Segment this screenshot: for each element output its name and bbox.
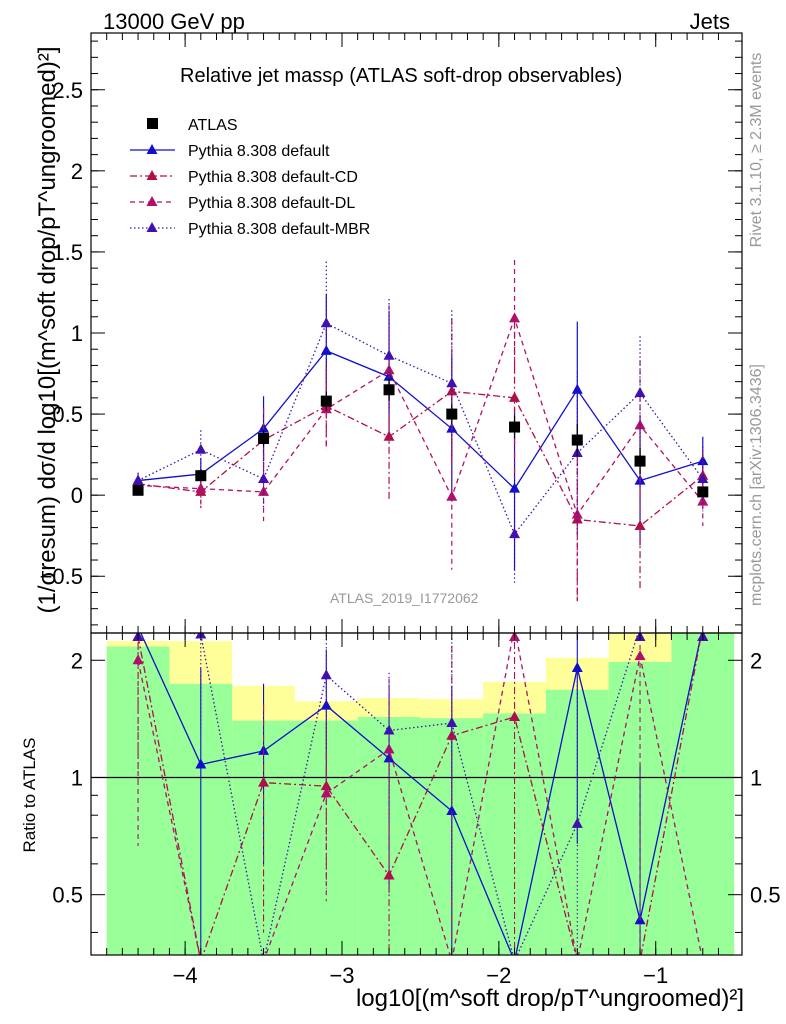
ratio-tick-label: 1 [71, 765, 83, 790]
point-dl [383, 364, 395, 375]
y-tick-label: 2.5 [52, 78, 83, 103]
main-series-layer [132, 260, 709, 604]
category-label: Jets [689, 9, 730, 34]
y-tick-label: −0.5 [40, 564, 83, 589]
point-mbr [383, 349, 395, 360]
x-axis-label: log10[(m^soft drop/pT^ungroomed)²] [355, 985, 744, 1012]
point-atlas [320, 395, 332, 407]
legend-label: Pythia 8.308 default-DL [188, 195, 355, 212]
legend-marker-atlas [147, 118, 158, 129]
point-dl [195, 482, 207, 493]
y-tick-label: 0 [71, 483, 83, 508]
chart-title: Relative jet massρ (ATLAS soft-drop obse… [180, 65, 623, 87]
legend-marker-default [146, 144, 158, 154]
point-dl [571, 508, 583, 519]
legend-marker-cd [146, 170, 158, 180]
x-tick-label: −3 [329, 963, 354, 988]
series-line-dl [138, 316, 704, 517]
ratio-frame [90, 632, 743, 956]
ratio-point-default [195, 758, 207, 769]
point-mbr [258, 472, 270, 483]
ratio-point-dl [634, 650, 646, 661]
point-atlas [132, 484, 144, 496]
rivet-version: Rivet 3.1.10, ≥ 2.3M events [748, 52, 765, 248]
ratio-point-mbr [446, 717, 458, 728]
source-reference: mcplots.cern.ch [arXiv:1306.3436] [748, 364, 765, 606]
x-tick-label: −1 [643, 963, 668, 988]
point-atlas [509, 421, 521, 433]
ratio-point-cd [383, 869, 395, 880]
ratio-tick-label-right: 2 [750, 648, 762, 673]
axes-layer: −0.5 0 0.5 1 1.5 2 2.5 0.5 0.5 1 1 2 2 −4 −3 −2 −1 [40, 32, 781, 988]
ratio-point-default [571, 662, 583, 673]
point-cd [383, 430, 395, 441]
analysis-id: ATLAS_2019_I1772062 [330, 590, 479, 606]
ratio-line-layer [91, 633, 742, 955]
ratio-tick-label: 0.5 [52, 883, 83, 908]
ratio-line-cd [137, 633, 703, 955]
point-cd [634, 519, 646, 530]
x-tick-label: −4 [173, 963, 198, 988]
ratio-point-default [320, 699, 332, 710]
ratio-point-cd [509, 710, 521, 721]
point-dl [509, 312, 521, 323]
ratio-tick-label-right: 1 [750, 765, 762, 790]
point-atlas [634, 455, 646, 467]
legend-layer: ATLAS Pythia 8.308 default Pythia 8.308 de… [130, 117, 370, 238]
ratio-point-mbr [383, 724, 395, 735]
legend-marker-dl [146, 196, 158, 206]
point-dl [446, 490, 458, 501]
x-tick-label: −2 [486, 963, 511, 988]
point-atlas [195, 470, 207, 482]
legend-label: ATLAS [188, 117, 238, 134]
ratio-point-mbr [320, 669, 332, 680]
y-tick-label: 1 [71, 321, 83, 346]
point-atlas [571, 434, 583, 446]
y-axis-label: (1/σresum) dσ/d log10[(m^soft drop/pT^un… [34, 46, 61, 614]
point-mbr [195, 443, 207, 454]
series-line-mbr [137, 322, 704, 536]
point-mbr [446, 377, 458, 388]
point-dl [697, 495, 709, 506]
ratio-tick-label-right: 0.5 [750, 883, 781, 908]
point-atlas [697, 486, 709, 498]
ratio-point-dl [132, 654, 144, 665]
ratio-point-dl [320, 787, 332, 798]
point-mbr [509, 528, 521, 539]
legend-label: Pythia 8.308 default [188, 143, 330, 160]
legend-marker-mbr [146, 222, 158, 232]
ratio-point-mbr [571, 817, 583, 828]
ratio-line-mbr [183, 633, 639, 955]
point-atlas [258, 432, 270, 444]
point-atlas [383, 384, 395, 396]
point-mbr [320, 317, 332, 328]
point-cd [509, 391, 521, 402]
ratio-point-dl [383, 743, 395, 754]
point-default [697, 455, 709, 466]
y-tick-label: 2 [71, 159, 83, 184]
y-tick-label: 0.5 [52, 402, 83, 427]
y-tick-label: 1.5 [52, 240, 83, 265]
ratio-point-cd [258, 776, 270, 787]
ratio-band-inner [671, 633, 735, 955]
energy-label: 13000 GeV pp [103, 9, 245, 34]
point-atlas [446, 408, 458, 420]
ratio-y-axis-label: Ratio to ATLAS [20, 737, 39, 853]
point-mbr [132, 474, 144, 485]
legend-label: Pythia 8.308 default-CD [188, 169, 358, 186]
ratio-point-default [446, 805, 458, 816]
ratio-line-default [140, 633, 703, 955]
series-line-default [137, 350, 703, 490]
point-mbr [697, 472, 709, 483]
legend-label: Pythia 8.308 default-MBR [188, 221, 370, 238]
point-default [509, 482, 521, 493]
ratio-tick-label: 2 [71, 648, 83, 673]
point-mbr [634, 387, 646, 397]
